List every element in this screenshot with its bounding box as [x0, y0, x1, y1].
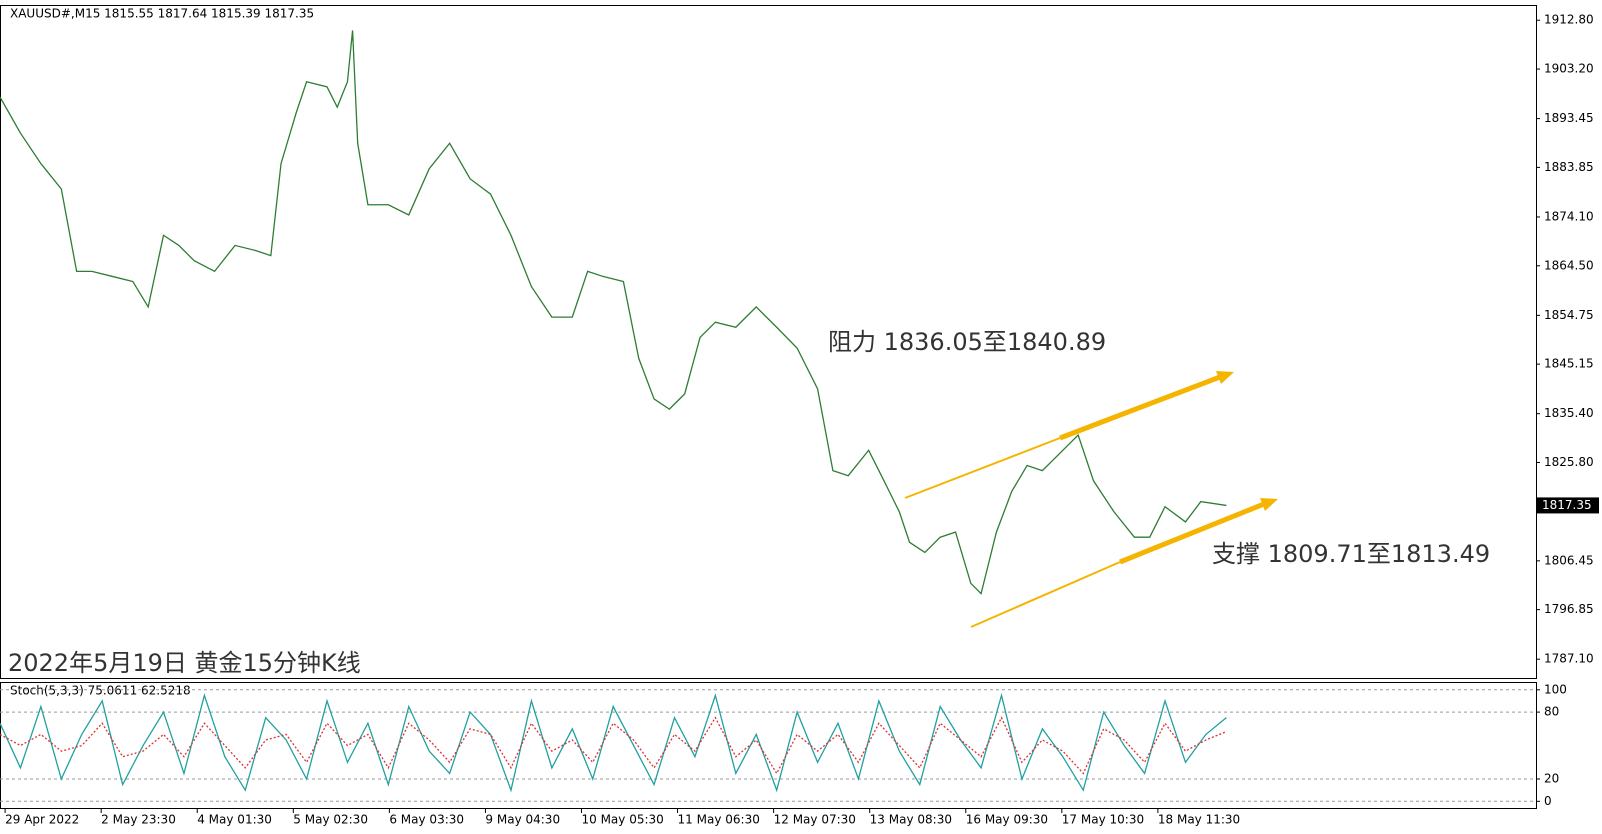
channel-upper — [904, 437, 1061, 499]
series-line — [0, 716, 1227, 775]
last-price-box — [1537, 497, 1599, 514]
y-tick-label: 1864.50 — [1544, 258, 1594, 272]
x-tick-label: 29 Apr 2022 — [5, 813, 79, 827]
y-tick-label: 1903.20 — [1544, 62, 1594, 76]
y-tick-label: 1835.40 — [1544, 406, 1594, 420]
x-tick-label: 5 May 02:30 — [293, 813, 368, 827]
last-price-label: 1817.35 — [1542, 498, 1592, 512]
y-tick-label: 80 — [1544, 705, 1559, 719]
symbol-header: XAUUSD#,M15 1815.55 1817.64 1815.39 1817… — [10, 7, 314, 21]
x-tick-label: 10 May 05:30 — [581, 813, 663, 827]
x-tick-label: 16 May 09:30 — [966, 813, 1048, 827]
y-tick-label: 1787.10 — [1544, 652, 1594, 666]
stoch-header: Stoch(5,3,3) 75.0611 62.5218 — [10, 684, 191, 698]
y-tick-label: 1825.80 — [1544, 455, 1594, 469]
annotation: 阻力 1836.05至1840.89 — [828, 328, 1106, 356]
x-tick-label: 18 May 11:30 — [1158, 813, 1240, 827]
channel-upper — [1059, 374, 1221, 441]
arrow-head — [1216, 371, 1234, 384]
annotation: 支撑 1809.71至1813.49 — [1212, 540, 1490, 568]
x-tick-label: 17 May 10:30 — [1062, 813, 1144, 827]
stoch-panel — [0, 682, 1537, 809]
y-tick-label: 1845.15 — [1544, 357, 1594, 371]
channel-lower — [1119, 501, 1265, 565]
price-panel — [0, 5, 1537, 679]
x-tick-label: 13 May 08:30 — [870, 813, 952, 827]
y-tick-label: 20 — [1544, 772, 1559, 786]
y-tick-label: 1806.45 — [1544, 553, 1594, 567]
series-line — [0, 692, 1227, 793]
x-tick-label: 12 May 07:30 — [774, 813, 856, 827]
x-tick-label: 6 May 03:30 — [389, 813, 464, 827]
y-tick-label: 100 — [1544, 682, 1567, 696]
y-tick-label: 1874.10 — [1544, 209, 1594, 223]
x-tick-label: 4 May 01:30 — [197, 813, 272, 827]
y-tick-label: 1893.45 — [1544, 111, 1594, 125]
arrow-head — [1260, 498, 1278, 511]
y-tick-label: 1796.85 — [1544, 602, 1594, 616]
x-tick-label: 11 May 06:30 — [678, 813, 760, 827]
channel-lower — [970, 561, 1121, 628]
y-tick-label: 0 — [1544, 794, 1552, 808]
x-tick-label: 2 May 23:30 — [101, 813, 176, 827]
y-tick-label: 1912.80 — [1544, 13, 1594, 27]
series-line — [0, 30, 1227, 595]
y-tick-label: 1883.85 — [1544, 160, 1594, 174]
y-tick-label: 1854.75 — [1544, 308, 1594, 322]
caption: 2022年5月19日 黄金15分钟K线 — [8, 649, 361, 677]
x-tick-label: 9 May 04:30 — [485, 813, 560, 827]
